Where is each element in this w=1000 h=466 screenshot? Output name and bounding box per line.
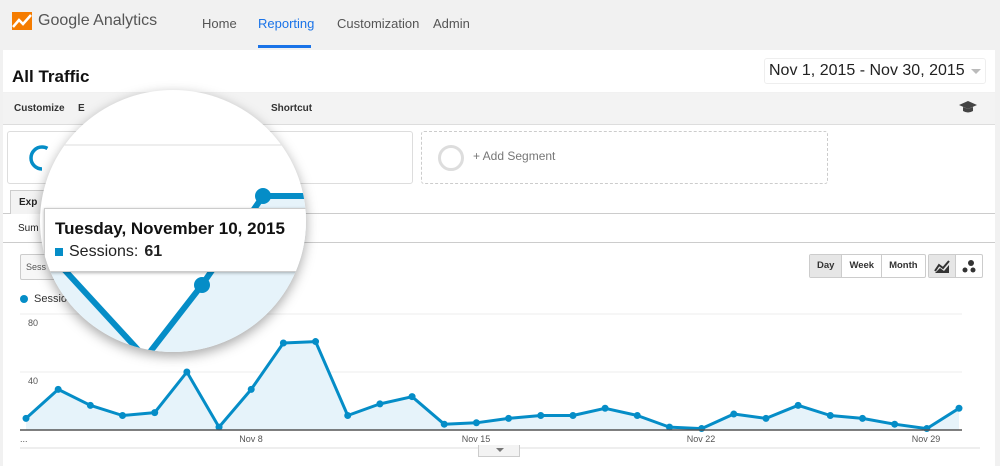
data-point-nov-19[interactable] <box>601 404 609 412</box>
data-point-nov-20[interactable] <box>633 412 641 419</box>
x-tick-label: Nov 15 <box>462 434 491 444</box>
data-point-nov-1[interactable] <box>22 414 30 422</box>
nav-admin[interactable]: Admin <box>433 16 470 31</box>
sessions-chart: 80 40 ... Nov 8 Nov 15 Nov 22 Nov 29 <box>20 313 980 449</box>
tooltip-value: 61 <box>144 243 163 260</box>
data-point <box>194 277 210 293</box>
chart-type-buttons <box>928 254 983 278</box>
customize-button[interactable]: Customize <box>14 103 65 114</box>
page-title: All Traffic <box>12 67 90 86</box>
x-tick-label: ... <box>20 434 28 444</box>
date-range-picker[interactable]: Nov 1, 2015 - Nov 30, 2015 <box>764 58 986 84</box>
export-button[interactable]: E <box>78 103 85 114</box>
data-point-nov-13[interactable] <box>408 393 416 401</box>
data-point-nov-11[interactable] <box>344 412 352 419</box>
data-point-nov-26[interactable] <box>826 412 834 419</box>
data-point-nov-24[interactable] <box>762 414 770 422</box>
data-point-nov-17[interactable] <box>537 412 545 419</box>
magnifier-lens: Tuesday, November 10, 2015 Sessions: 61 <box>40 90 306 352</box>
data-point-nov-10[interactable] <box>312 338 320 346</box>
line-chart-button[interactable] <box>929 255 956 277</box>
data-point-nov-21[interactable] <box>665 423 673 431</box>
series-swatch <box>20 295 28 303</box>
month-button[interactable]: Month <box>889 260 918 271</box>
series-area <box>26 341 959 430</box>
nav-home[interactable]: Home <box>202 16 237 31</box>
motion-chart-button[interactable] <box>956 255 982 277</box>
data-point-nov-12[interactable] <box>376 400 384 408</box>
series-line <box>24 340 960 431</box>
chevron-down-icon <box>971 69 981 79</box>
add-segment-button[interactable]: + Add Segment <box>421 131 828 184</box>
chart-tooltip: Tuesday, November 10, 2015 Sessions: 61 <box>44 208 306 272</box>
granularity-buttons: Day Week Month <box>809 254 926 278</box>
y-tick-label: 40 <box>28 376 38 386</box>
date-range-value: Nov 1, 2015 - Nov 30, 2015 <box>769 62 965 79</box>
nav-reporting[interactable]: Reporting <box>258 16 315 31</box>
summary-label: Sum <box>18 223 39 234</box>
data-point <box>255 188 271 204</box>
data-point-nov-2[interactable] <box>54 385 62 393</box>
y-tick-label: 80 <box>28 318 38 328</box>
data-point-nov-8[interactable] <box>247 385 255 393</box>
app-name: Google Analytics <box>38 12 158 29</box>
x-tick-label: Nov 8 <box>239 434 263 444</box>
data-point-nov-14[interactable] <box>440 420 448 428</box>
data-point-nov-25[interactable] <box>794 401 802 409</box>
data-point-nov-5[interactable] <box>151 409 159 417</box>
series-swatch <box>55 248 63 256</box>
data-point-nov-28[interactable] <box>891 420 899 428</box>
tooltip-date: Tuesday, November 10, 2015 <box>55 219 285 238</box>
week-button[interactable]: Week <box>842 255 883 277</box>
data-point-nov-30[interactable] <box>955 404 963 412</box>
tooltip-metric: Sessions: <box>69 243 139 260</box>
line-chart-icon <box>934 260 950 273</box>
data-point-nov-3[interactable] <box>86 401 94 409</box>
logo[interactable]: Google Analytics <box>12 12 157 30</box>
tooltip-metric-row: Sessions: 61 <box>55 243 303 261</box>
data-point-nov-23[interactable] <box>730 410 738 418</box>
chart-expand-handle[interactable] <box>478 445 520 457</box>
segment-ring-icon <box>438 145 464 171</box>
shortcut-button[interactable]: Shortcut <box>271 103 313 114</box>
data-point-nov-27[interactable] <box>858 414 866 422</box>
data-point-nov-29[interactable] <box>923 425 931 433</box>
active-nav-indicator <box>258 45 311 48</box>
x-tick-label: Nov 29 <box>912 434 941 444</box>
nav-customization[interactable]: Customization <box>337 16 420 31</box>
motion-chart-icon <box>962 260 976 273</box>
x-tick-label: Nov 22 <box>687 434 716 444</box>
graduation-cap-icon[interactable] <box>958 100 978 114</box>
data-point-nov-18[interactable] <box>569 412 577 419</box>
analytics-logo-icon <box>12 12 32 30</box>
data-point-nov-6[interactable] <box>183 368 191 376</box>
top-bar <box>0 0 1000 48</box>
add-segment-label: + Add Segment <box>473 149 556 163</box>
data-point-nov-15[interactable] <box>472 419 480 427</box>
day-button[interactable]: Day <box>810 255 843 277</box>
data-point-nov-4[interactable] <box>119 412 127 419</box>
segment-ring-icon <box>29 145 55 171</box>
data-point-nov-16[interactable] <box>505 414 513 422</box>
data-point-nov-22[interactable] <box>698 425 706 433</box>
data-point-nov-7[interactable] <box>215 423 223 431</box>
